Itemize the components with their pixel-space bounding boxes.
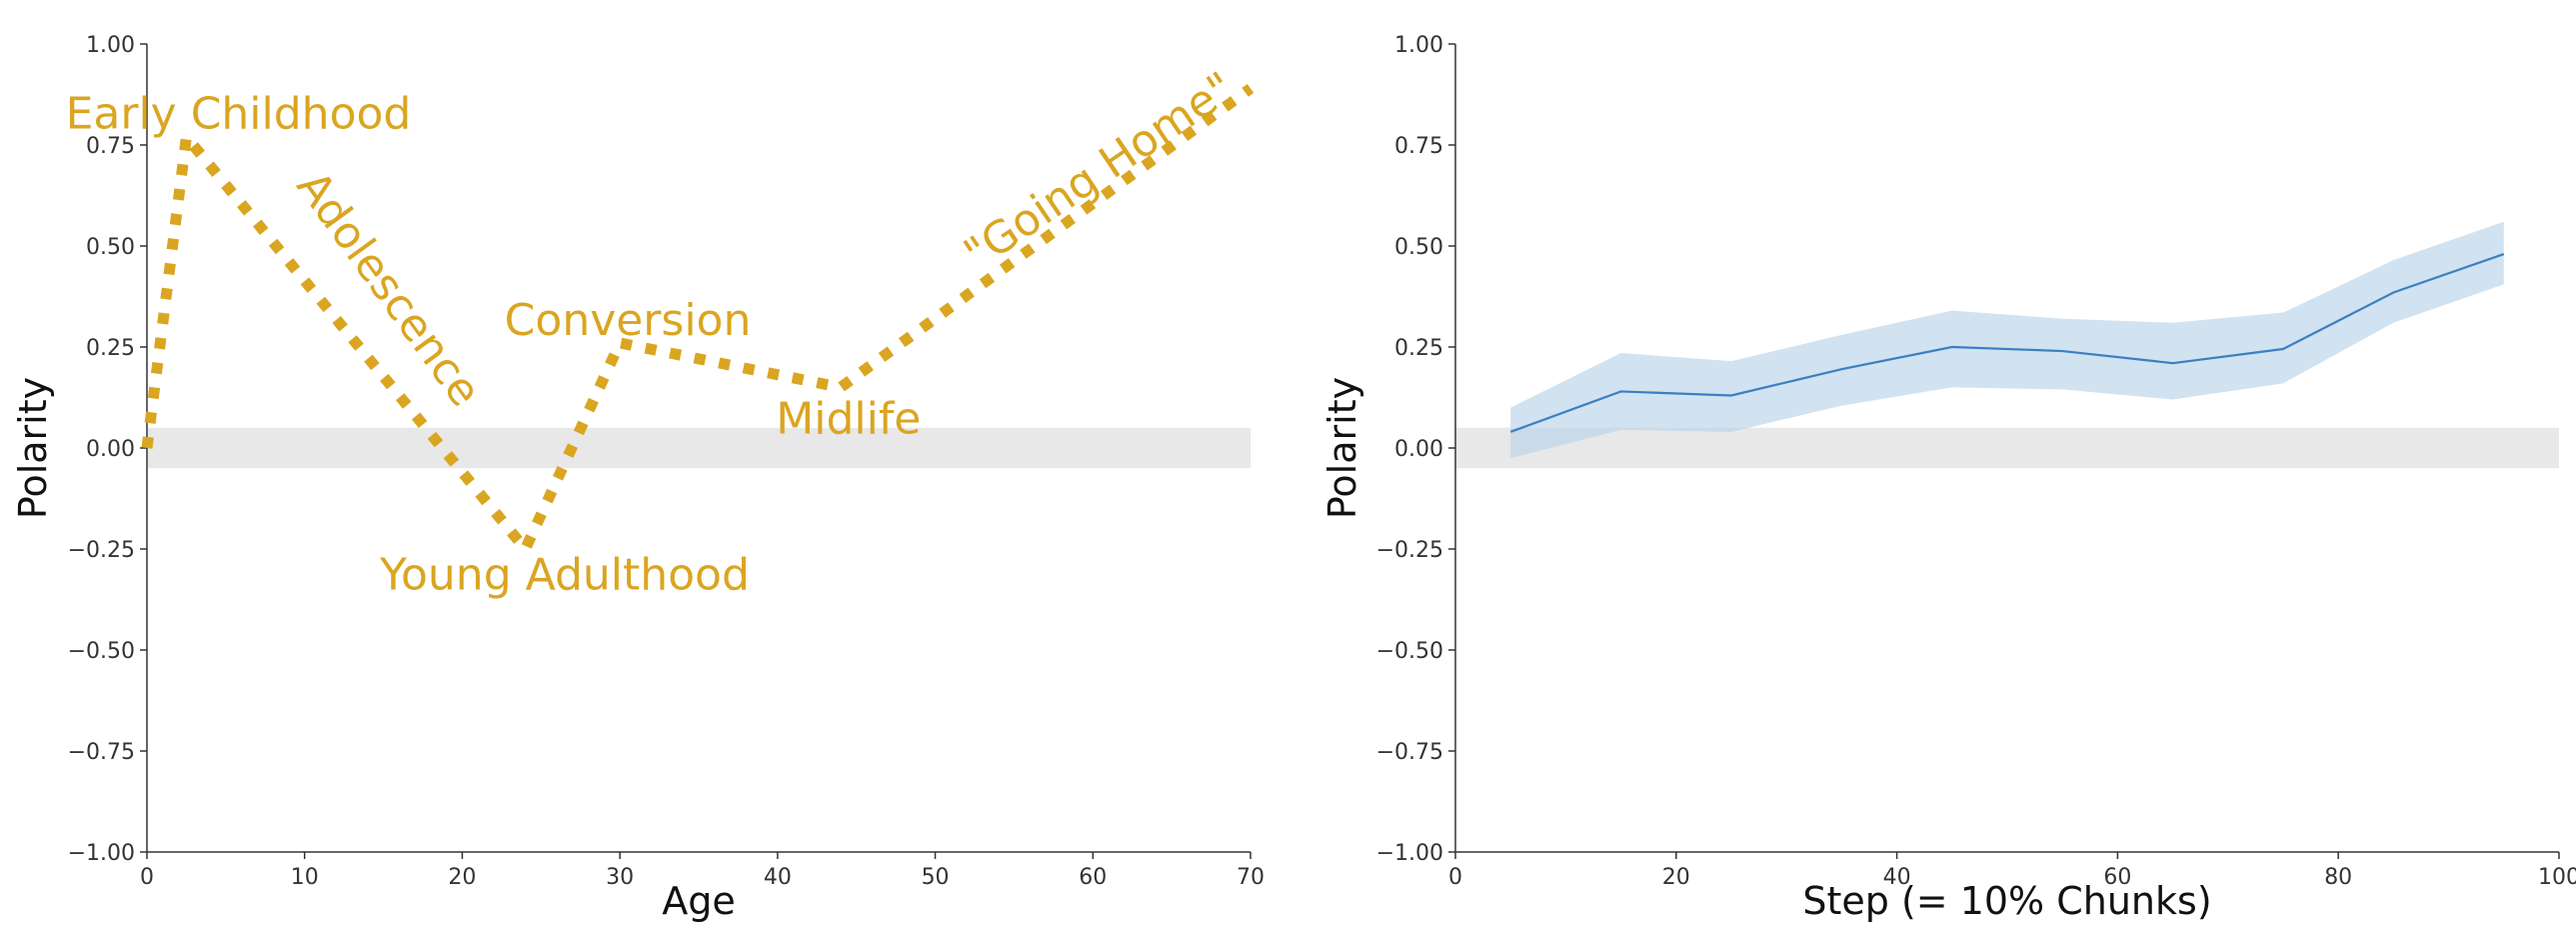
left-chart: −1.00 −0.75 −0.50 −0.25 0.00 0.25 0.50 0.75 1.00… bbox=[11, 33, 1265, 923]
x-tick-label: 10 bbox=[291, 865, 319, 890]
annotation-early-childhood: Early Childhood bbox=[66, 89, 412, 140]
y-tick-label: 0.00 bbox=[1394, 437, 1443, 462]
x-tick-label: 100 bbox=[2538, 865, 2576, 890]
neutral-band bbox=[1455, 427, 2559, 469]
y-tick-label: 0.50 bbox=[1394, 235, 1443, 260]
y-tick-label: 0.75 bbox=[86, 134, 135, 159]
y-tick-label: 0.75 bbox=[1394, 134, 1443, 159]
annotation-conversion: Conversion bbox=[505, 295, 752, 346]
y-tick-label: −1.00 bbox=[68, 841, 135, 866]
y-tick-label: 1.00 bbox=[1394, 33, 1443, 58]
y-tick-label: 1.00 bbox=[86, 33, 135, 58]
x-tick-label: 0 bbox=[1448, 865, 1462, 890]
y-tick-label: 0.00 bbox=[86, 437, 135, 462]
y-axis-label: Polarity bbox=[11, 377, 55, 519]
x-tick-label: 40 bbox=[1883, 865, 1911, 890]
confidence-interval bbox=[1510, 221, 2504, 459]
neutral-band bbox=[147, 427, 1251, 469]
x-axis-label: Age bbox=[662, 879, 736, 923]
x-axis-label: Step (= 10% Chunks) bbox=[1802, 879, 2211, 923]
y-tick-label: 0.50 bbox=[86, 235, 135, 260]
y-tick-label: −0.25 bbox=[1376, 538, 1443, 563]
x-tick-label: 60 bbox=[1079, 865, 1107, 890]
y-tick-label: −1.00 bbox=[1376, 841, 1443, 866]
y-tick-label: −0.75 bbox=[1376, 740, 1443, 765]
x-tick-label: 20 bbox=[448, 865, 476, 890]
y-tick-label: 0.25 bbox=[86, 336, 135, 361]
x-tick-label: 70 bbox=[1237, 865, 1265, 890]
series-line bbox=[1509, 253, 2505, 433]
y-tick-label: −0.75 bbox=[68, 740, 135, 765]
y-tick-label: −0.50 bbox=[1376, 639, 1443, 664]
annotation-midlife: Midlife bbox=[776, 394, 921, 445]
annotation-going-home: "Going Home" bbox=[956, 62, 1244, 280]
series-line bbox=[141, 83, 1255, 560]
y-tick-label: −0.50 bbox=[68, 639, 135, 664]
x-tick-label: 80 bbox=[2324, 865, 2352, 890]
x-tick-label: 30 bbox=[606, 865, 634, 890]
y-tick-label: 0.25 bbox=[1394, 336, 1443, 361]
x-tick-label: 40 bbox=[764, 865, 792, 890]
right-chart: −1.00 −0.75 −0.50 −0.25 0.00 0.25 0.50 0.75 1.00… bbox=[1320, 33, 2576, 923]
annotation-young-adulthood: Young Adulthood bbox=[379, 549, 750, 600]
y-tick-label: −0.25 bbox=[68, 538, 135, 563]
x-tick-label: 20 bbox=[1662, 865, 1690, 890]
x-tick-label: 60 bbox=[2103, 865, 2131, 890]
x-tick-label: 0 bbox=[140, 865, 154, 890]
x-tick-label: 50 bbox=[922, 865, 950, 890]
y-axis-label: Polarity bbox=[1320, 377, 1364, 519]
